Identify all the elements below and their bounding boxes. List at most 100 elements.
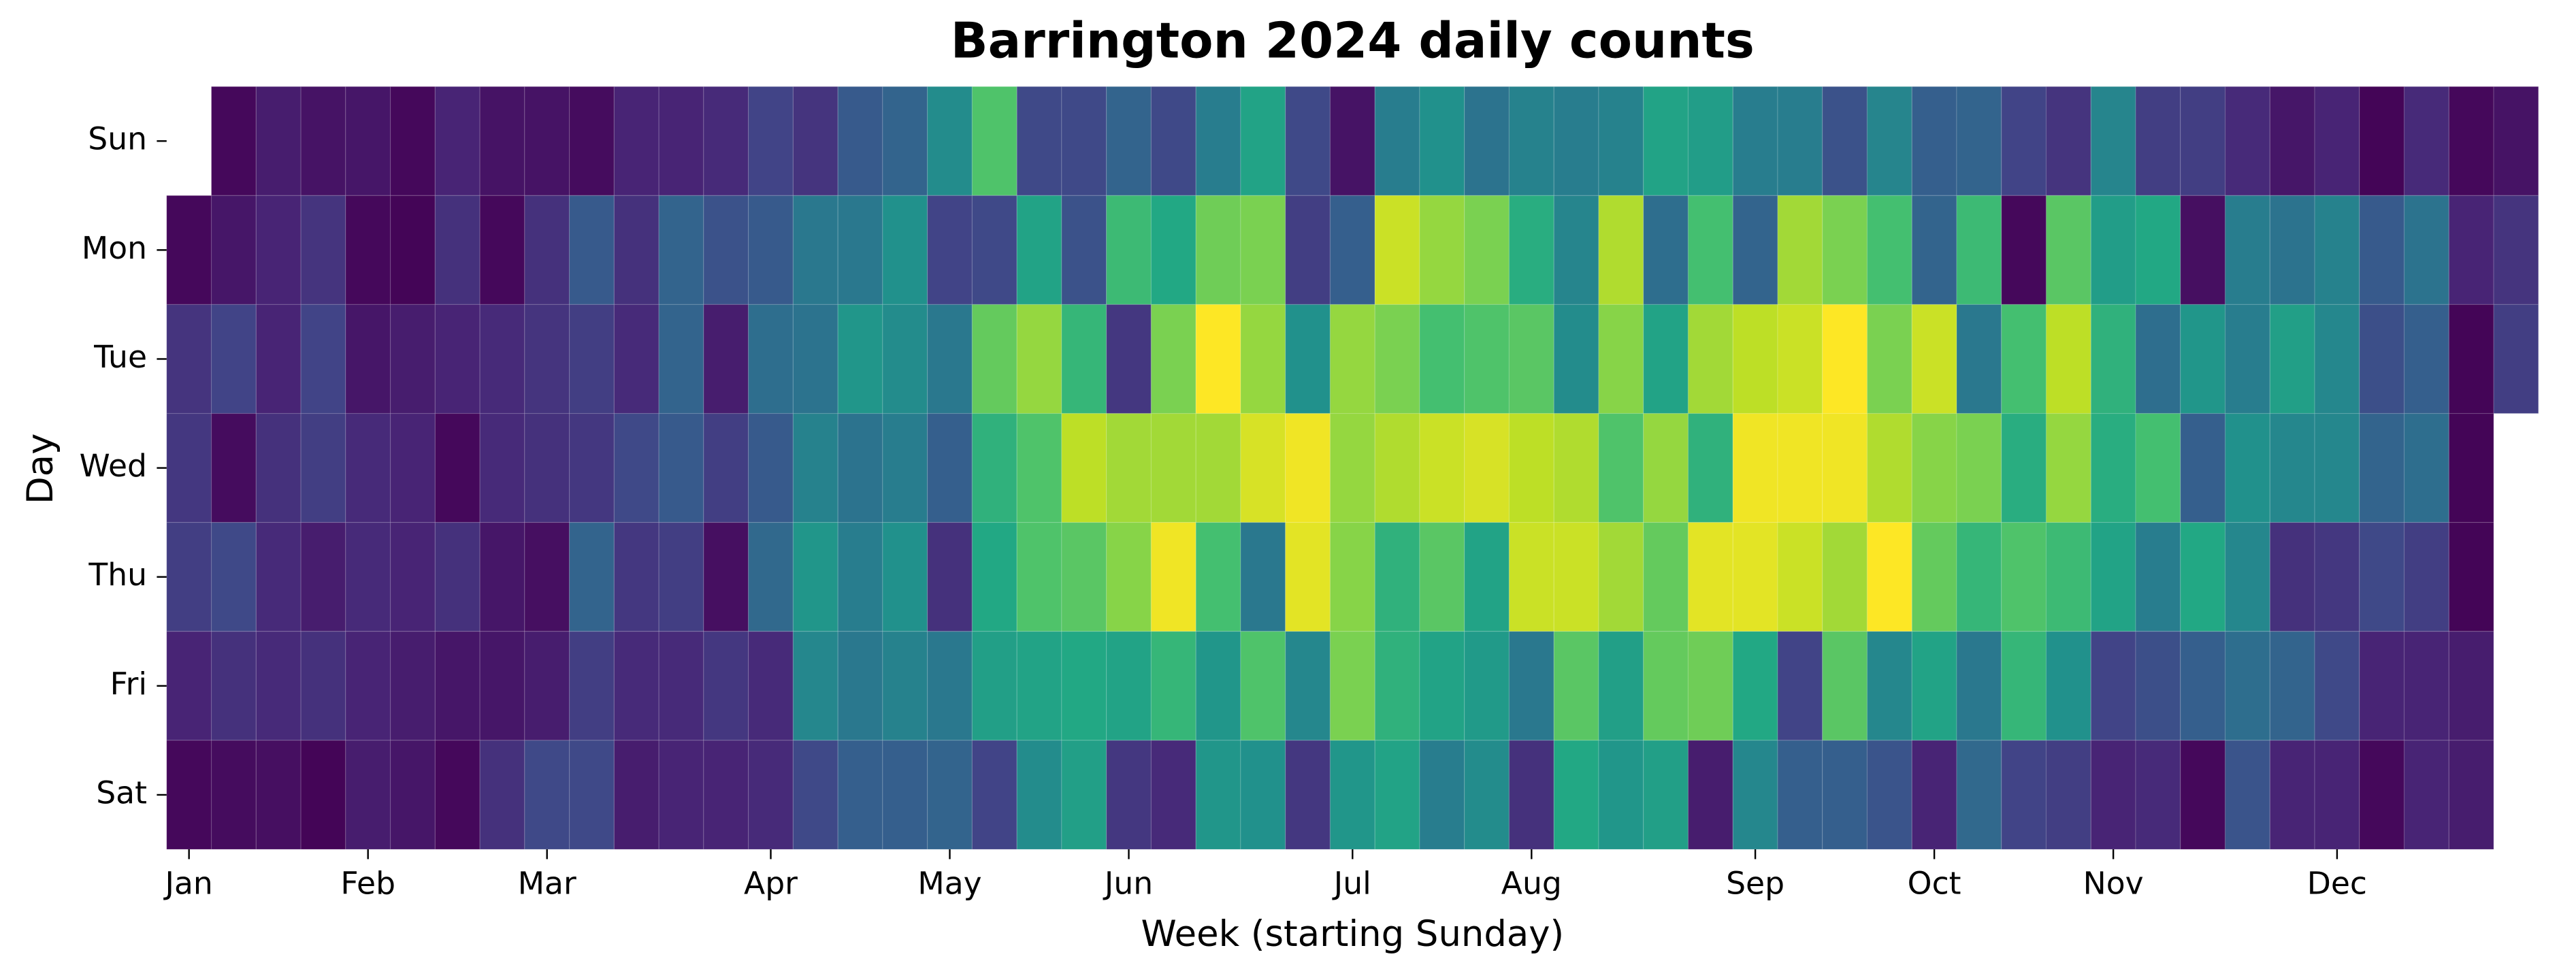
heat-cell (1150, 740, 1196, 850)
y-tick-label: Fri (110, 666, 147, 702)
heat-cell (1598, 412, 1644, 523)
heat-cell (1106, 304, 1152, 414)
heat-cell (1106, 631, 1152, 741)
heat-cell (1464, 412, 1510, 523)
heat-cell (1956, 522, 2002, 632)
heat-cell (2224, 412, 2270, 523)
heat-cell (2269, 631, 2315, 741)
heat-cell (1419, 631, 1465, 741)
heat-cell (1643, 86, 1689, 196)
heat-cell (569, 195, 615, 306)
heat-cell (255, 740, 301, 850)
heat-cell (2493, 195, 2539, 306)
heat-cell (1016, 86, 1062, 196)
heat-cell (389, 740, 436, 850)
heat-cell (703, 195, 749, 306)
heat-cell (1911, 304, 1957, 414)
heat-cell (1061, 522, 1107, 632)
heat-cell (792, 522, 838, 632)
heat-cell (1374, 522, 1420, 632)
heat-cell (1374, 86, 1420, 196)
x-tick-label: Dec (2307, 865, 2367, 901)
heat-cell (2224, 304, 2270, 414)
heat-cell (927, 631, 973, 741)
heat-cell (1464, 522, 1510, 632)
heat-cell (2180, 631, 2226, 741)
heat-cell (1508, 195, 1554, 306)
heat-cell (1732, 522, 1778, 632)
heat-cell (2001, 304, 2047, 414)
heat-cell (792, 412, 838, 523)
heat-cell (613, 86, 659, 196)
heat-cell (1508, 740, 1554, 850)
heat-cell (1329, 740, 1375, 850)
heat-cell (1643, 631, 1689, 741)
heat-cell (166, 522, 212, 632)
heat-cell (1285, 304, 1331, 414)
heat-cell (748, 304, 794, 414)
heat-cell (1553, 522, 1599, 632)
heat-cell (1240, 86, 1286, 196)
heat-cell (1777, 522, 1823, 632)
heat-cell (2448, 740, 2494, 850)
x-tick-label: Apr (744, 865, 798, 901)
heat-cell (479, 86, 525, 196)
heat-cell (1285, 522, 1331, 632)
heat-cell (1822, 195, 1868, 306)
heat-cell (2001, 631, 2047, 741)
heat-cell (1374, 631, 1420, 741)
heat-cell (1956, 86, 2002, 196)
heat-cell (255, 195, 301, 306)
heat-cell (971, 86, 1017, 196)
heat-cell (703, 304, 749, 414)
heat-cell (658, 740, 704, 850)
heat-cell (2403, 195, 2449, 306)
heat-cell (255, 412, 301, 523)
heat-cell (613, 522, 659, 632)
heat-cell (2090, 304, 2136, 414)
heat-cell (748, 522, 794, 632)
heat-cell (210, 195, 257, 306)
heat-cell (1687, 304, 1733, 414)
heat-cell (1329, 86, 1375, 196)
heat-cell (613, 304, 659, 414)
heat-cell (1732, 195, 1778, 306)
heat-cell (1508, 304, 1554, 414)
heat-cell (569, 412, 615, 523)
heat-cell (1195, 412, 1241, 523)
heat-cell (1508, 86, 1554, 196)
heat-cell (2359, 86, 2405, 196)
x-tick-label: Oct (1908, 865, 1961, 901)
heat-cell (613, 195, 659, 306)
heat-cell (792, 195, 838, 306)
x-axis-label: Week (starting Sunday) (1141, 913, 1565, 955)
heat-cell (434, 86, 480, 196)
heat-cell (1911, 86, 1957, 196)
heat-cell (2269, 412, 2315, 523)
heat-cell (1285, 631, 1331, 741)
heat-cell (1956, 740, 2002, 850)
heat-cell (2135, 631, 2181, 741)
heat-cell (2180, 86, 2226, 196)
heat-cell (569, 740, 615, 850)
heat-cell (2224, 195, 2270, 306)
heat-cell (2448, 86, 2494, 196)
heat-cell (1911, 412, 1957, 523)
heat-cell (2493, 86, 2539, 196)
heat-cell (345, 740, 391, 850)
heat-cell (2359, 412, 2405, 523)
heat-cell (2090, 412, 2136, 523)
heat-cell (1106, 195, 1152, 306)
heat-cell (345, 304, 391, 414)
heat-cell (1329, 522, 1375, 632)
heat-cell (927, 522, 973, 632)
x-tick-label: Feb (340, 865, 395, 901)
heat-cell (2403, 522, 2449, 632)
heat-cell (2135, 304, 2181, 414)
heat-cell (2180, 412, 2226, 523)
heat-cell (658, 412, 704, 523)
heat-cell (1598, 631, 1644, 741)
heat-cell (1643, 522, 1689, 632)
y-tick-label: Wed (80, 448, 147, 484)
heat-cell (2359, 740, 2405, 850)
